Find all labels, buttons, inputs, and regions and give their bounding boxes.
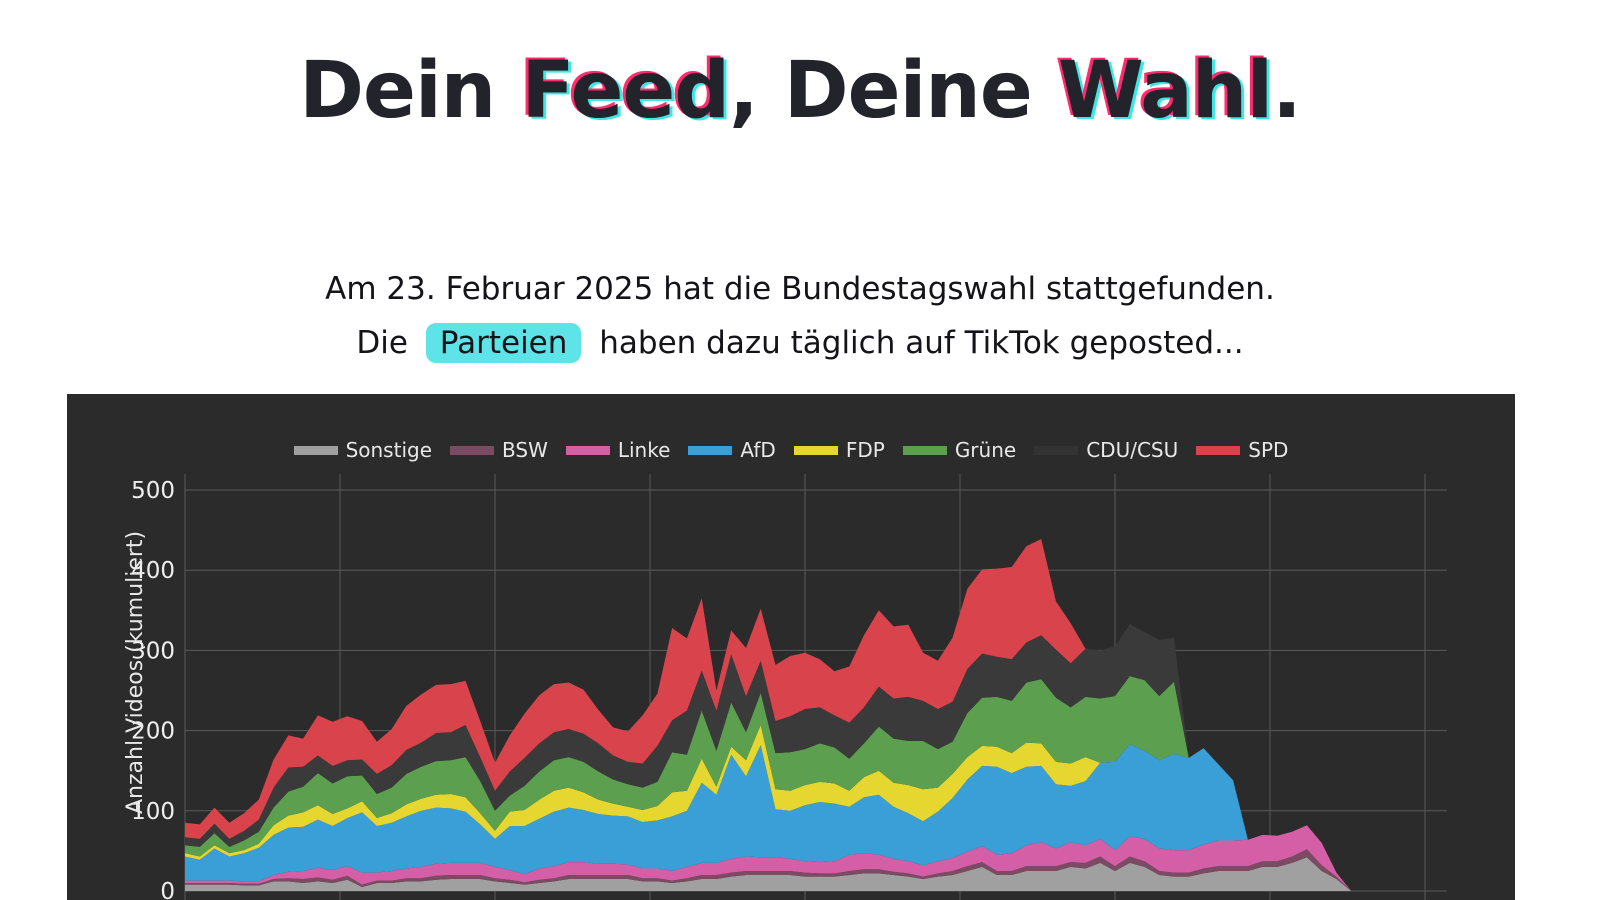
title-highlight-feed: Feed [521, 46, 730, 136]
title-part-3: . [1272, 46, 1302, 136]
legend-label: Linke [617, 438, 671, 462]
y-axis-label: Anzahl Videos (kumuliert) [123, 530, 148, 814]
legend-item-gr-ne[interactable]: Grüne [902, 438, 1017, 462]
y-tick-label: 0 [160, 879, 175, 900]
intro-line-2-prefix: Die [356, 325, 408, 361]
area-series-gr-ne[interactable] [185, 676, 1425, 891]
legend-swatch [293, 445, 338, 455]
y-tick-label: 200 [131, 719, 175, 745]
area-series-cdu-csu[interactable] [185, 624, 1425, 891]
intro-line-2-suffix: haben dazu täglich auf TikTok geposted..… [599, 325, 1244, 361]
y-tick-label: 300 [131, 638, 175, 664]
area-series-bsw[interactable] [185, 849, 1425, 891]
title-part-2: , Deine [729, 46, 1058, 136]
legend-label: FDP [845, 438, 885, 462]
legend-item-afd[interactable]: AfD [688, 438, 776, 462]
legend-label: Sonstige [345, 438, 433, 462]
legend-swatch [793, 445, 838, 455]
legend-label: Grüne [954, 438, 1017, 462]
legend-swatch [565, 445, 610, 455]
chart-canvas: 0 100 200 300 400 500 [131, 474, 1447, 900]
stacked-area-chart: Sonstige BSW Linke AfD FDP Grüne CDU/CSU SPD 0 1… [67, 394, 1515, 900]
parteien-toggle[interactable]: Parteien [425, 323, 582, 363]
legend-swatch [1196, 445, 1241, 455]
area-series-fdp[interactable] [185, 725, 1425, 891]
y-tick-label: 400 [131, 558, 175, 584]
intro-text: Am 23. Februar 2025 hat die Bundestagswa… [0, 262, 1600, 370]
legend-swatch [688, 445, 733, 455]
legend-item-cdu-csu[interactable]: CDU/CSU [1034, 438, 1178, 462]
title-part-1: Dein [299, 46, 522, 136]
legend-item-sonstige[interactable]: Sonstige [293, 438, 433, 462]
legend-item-bsw[interactable]: BSW [450, 438, 548, 462]
chart-legend: Sonstige BSW Linke AfD FDP Grüne CDU/CSU SPD [67, 438, 1515, 462]
legend-swatch [450, 445, 495, 455]
legend-label: SPD [1248, 438, 1289, 462]
legend-item-linke[interactable]: Linke [565, 438, 671, 462]
legend-swatch [1034, 445, 1079, 455]
area-series-linke[interactable] [185, 825, 1425, 891]
intro-line-2: Die Parteien haben dazu täglich auf TikT… [0, 316, 1600, 370]
legend-label: AfD [740, 438, 776, 462]
legend-item-spd[interactable]: SPD [1196, 438, 1288, 462]
intro-line-1: Am 23. Februar 2025 hat die Bundestagswa… [325, 271, 1275, 307]
area-series-spd[interactable] [185, 539, 1425, 891]
legend-label: BSW [502, 438, 548, 462]
title-highlight-wahl: Wahl [1057, 46, 1273, 136]
y-tick-label: 100 [131, 799, 175, 825]
area-series-sonstige[interactable] [185, 857, 1425, 891]
y-tick-label: 500 [131, 478, 175, 504]
legend-swatch [902, 445, 947, 455]
area-series-afd[interactable] [185, 744, 1425, 891]
page-title: Dein Feed, Deine Wahl. [0, 46, 1600, 136]
legend-label: CDU/CSU [1086, 438, 1179, 462]
legend-item-fdp[interactable]: FDP [793, 438, 885, 462]
